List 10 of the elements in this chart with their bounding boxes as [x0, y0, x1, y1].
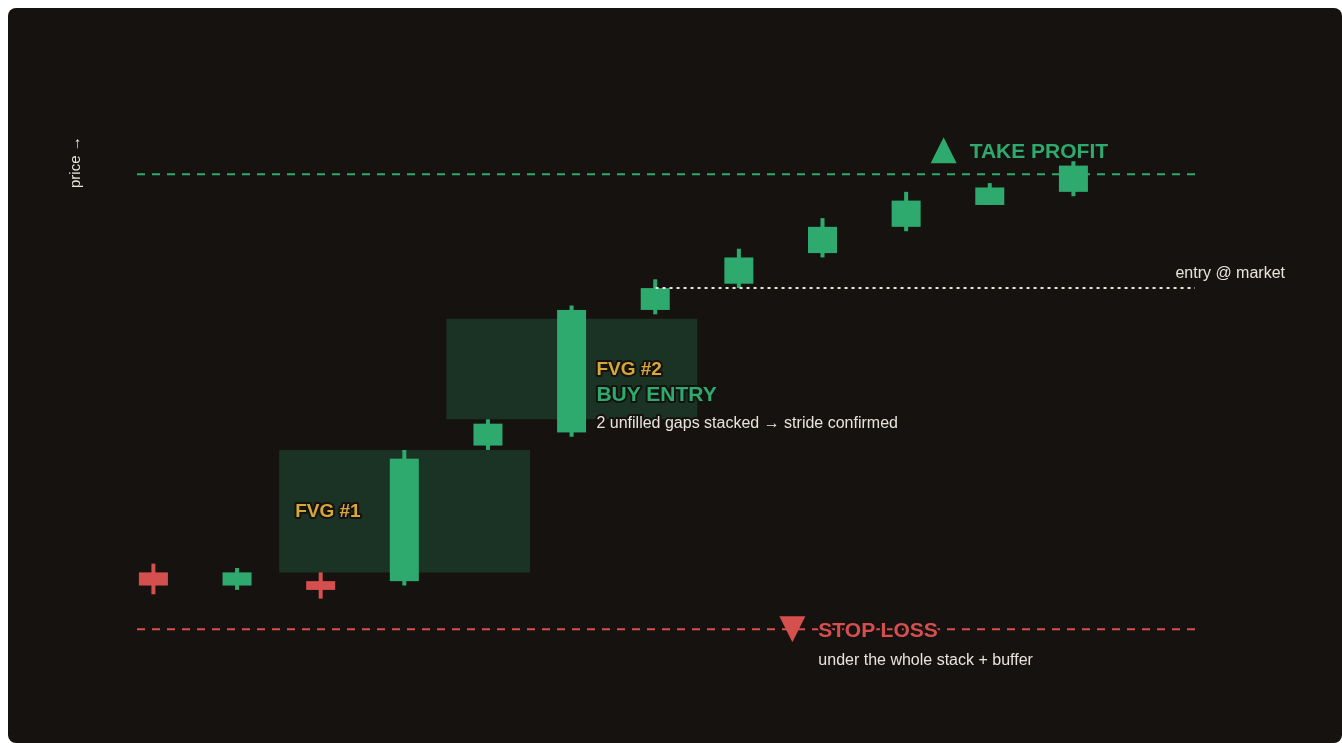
annotation: 2 unfilled gaps stacked → stride confirmed [596, 414, 898, 431]
ref-line-label: entry @ market [1175, 264, 1286, 282]
candlestick [306, 572, 336, 599]
band-label: FVG #2 [596, 358, 662, 379]
annotation: BUY ENTRY [596, 382, 717, 405]
legend-label: TAKE PROFIT [969, 139, 1109, 163]
band-label: FVG #1 [295, 500, 362, 522]
text: under the whole stack + buffer [818, 651, 1034, 669]
ref-line-label: STOP LOSS [818, 618, 938, 642]
text: price → [66, 135, 83, 188]
